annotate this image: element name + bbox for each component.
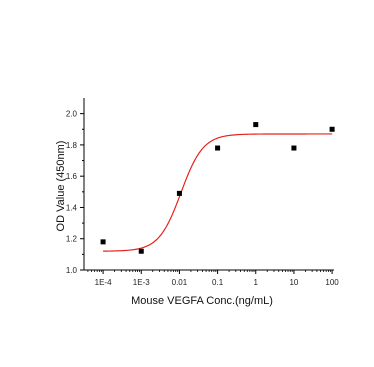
data-point <box>215 145 221 151</box>
data-point <box>138 248 144 254</box>
x-tick-label: 0.1 <box>212 278 224 287</box>
data-point <box>291 145 297 151</box>
data-point <box>253 122 259 128</box>
x-tick-label: 1 <box>254 278 259 287</box>
data-point <box>100 239 106 245</box>
y-tick-label: 1.4 <box>66 203 78 212</box>
y-axis: 1.0 1.2 1.4 1.6 1.8 2.0 <box>66 110 84 275</box>
x-tick-label: 100 <box>325 278 339 287</box>
x-axis: 1E-4 1E-3 0.01 0.1 1 10 100 <box>87 270 339 287</box>
x-tick-label: 1E-3 <box>133 278 150 287</box>
fit-curve <box>103 133 333 252</box>
x-tick-label: 0.01 <box>172 278 188 287</box>
x-axis-title: Mouse VEGFA Conc.(ng/mL) <box>131 295 273 307</box>
data-points <box>100 122 335 254</box>
data-point <box>329 126 335 132</box>
y-tick-label: 1.0 <box>66 266 78 275</box>
data-point <box>176 190 182 196</box>
plot-frame <box>83 98 334 271</box>
y-axis-title: OD Value (450nm) <box>55 141 67 232</box>
y-tick-label: 1.2 <box>66 235 78 244</box>
y-tick-label: 1.8 <box>66 141 78 150</box>
x-tick-label: 10 <box>289 278 298 287</box>
y-tick-label: 1.6 <box>66 172 78 181</box>
x-tick-label: 1E-4 <box>95 278 112 287</box>
y-tick-label: 2.0 <box>66 110 78 119</box>
